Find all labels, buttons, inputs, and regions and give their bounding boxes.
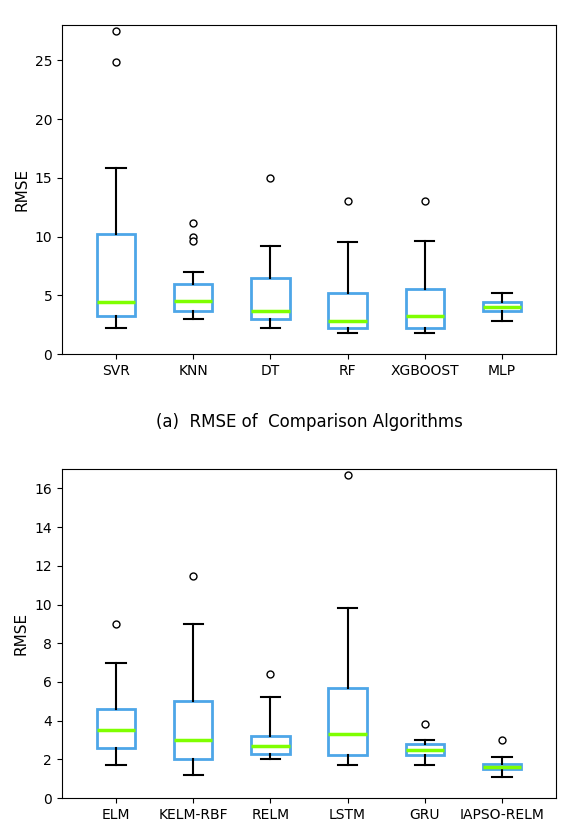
Y-axis label: RMSE: RMSE [14, 168, 29, 211]
Text: (a)  RMSE of  Comparison Algorithms: (a) RMSE of Comparison Algorithms [156, 413, 462, 431]
PathPatch shape [483, 764, 522, 769]
PathPatch shape [174, 284, 213, 311]
PathPatch shape [405, 290, 444, 328]
PathPatch shape [405, 744, 444, 755]
PathPatch shape [483, 302, 522, 311]
PathPatch shape [328, 293, 367, 328]
PathPatch shape [328, 688, 367, 755]
PathPatch shape [251, 736, 290, 753]
PathPatch shape [97, 234, 135, 317]
PathPatch shape [97, 709, 135, 748]
Y-axis label: RMSE: RMSE [14, 612, 29, 655]
PathPatch shape [251, 278, 290, 319]
PathPatch shape [174, 701, 213, 759]
